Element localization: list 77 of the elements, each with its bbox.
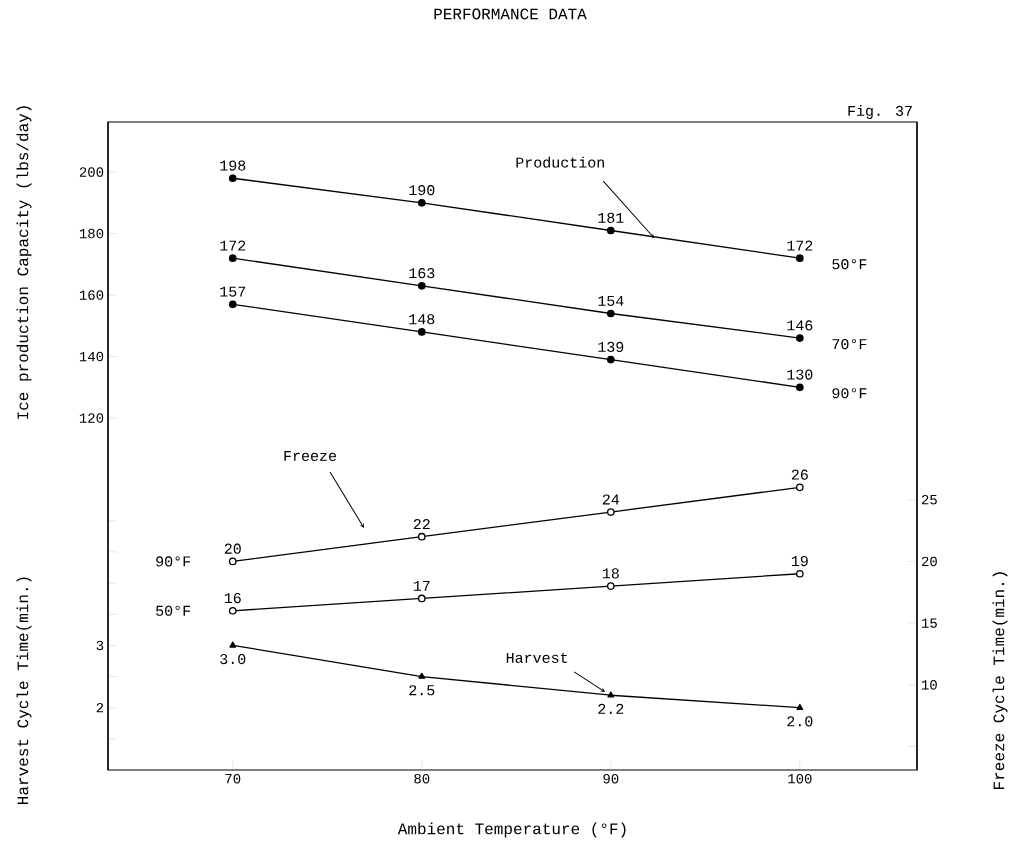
y2-tick-label: 25 <box>921 494 937 505</box>
y-tick-label: 140 <box>79 351 104 362</box>
y-tick-label: 180 <box>79 228 104 239</box>
data-label: 22 <box>413 519 430 530</box>
point <box>228 174 237 183</box>
point <box>795 254 804 263</box>
data-label: 172 <box>787 240 813 251</box>
y3-tick-label: 2 <box>96 703 104 713</box>
data-label: 26 <box>791 469 808 480</box>
point <box>606 309 615 318</box>
point <box>606 355 615 364</box>
point <box>796 703 804 710</box>
y-tick-label: 160 <box>79 290 104 300</box>
chart-title: PERFORMANCE DATA <box>434 8 587 20</box>
data-label: 2.0 <box>787 716 813 727</box>
data-label: 19 <box>791 555 808 567</box>
series-label: 90°F <box>832 388 867 399</box>
point <box>606 582 615 590</box>
y-tick-label: 200 <box>79 167 104 177</box>
annotation: Freeze <box>284 450 337 461</box>
point <box>417 594 426 603</box>
data-label: 3.0 <box>220 653 246 665</box>
point <box>417 281 426 290</box>
data-label: 154 <box>598 295 624 306</box>
point <box>417 198 426 207</box>
point <box>606 226 615 235</box>
y3-tick-label: 3 <box>96 640 104 651</box>
point <box>228 606 237 615</box>
point <box>228 300 237 309</box>
point <box>795 334 804 342</box>
y2-tick-label: 20 <box>921 556 937 567</box>
data-label: 181 <box>598 212 624 223</box>
data-label: 148 <box>409 314 435 325</box>
data-label: 139 <box>598 341 624 353</box>
series-label: 70°F <box>832 339 867 350</box>
text: 50°F <box>156 605 191 616</box>
y-axis-title: Ice production Capacity (lbs/day) <box>16 106 32 419</box>
data-label: 17 <box>413 580 430 591</box>
data-label: 163 <box>409 268 435 279</box>
y2-axis-title: Freeze Cycle Time(min.) <box>992 572 1008 789</box>
point <box>795 483 804 492</box>
x-tick-label: 80 <box>414 773 430 784</box>
y2-tick-label: 10 <box>921 680 937 690</box>
data-label: 130 <box>787 369 813 380</box>
point <box>607 691 615 698</box>
point <box>228 254 237 263</box>
text: 90°F <box>156 556 191 567</box>
y-tick-label: 120 <box>79 413 104 423</box>
point <box>228 557 237 566</box>
x-tick-label: 70 <box>225 773 241 784</box>
x-axis-title: Ambient Temperature (°F) <box>397 822 626 838</box>
data-label: 20 <box>224 543 241 554</box>
data-label: 16 <box>224 592 241 604</box>
y3-axis-title: Harvest Cycle Time(min.) <box>16 577 32 804</box>
data-label: 157 <box>220 286 246 297</box>
data-label: 172 <box>220 240 246 251</box>
data-label: 2.2 <box>598 703 624 714</box>
data-label: 24 <box>602 494 620 505</box>
x-tick-label: 90 <box>603 773 619 784</box>
point <box>417 532 426 541</box>
data-label: 2.5 <box>409 685 435 696</box>
data-label: 146 <box>787 320 813 331</box>
y2-tick-label: 15 <box>921 618 937 628</box>
point <box>795 569 804 578</box>
annotation: Production <box>516 156 604 168</box>
caption: Fig. 37 <box>848 105 912 119</box>
point <box>795 383 804 392</box>
data-label: 198 <box>220 160 246 171</box>
series-label: 50°F <box>832 259 867 270</box>
point <box>606 508 615 516</box>
x-tick-label: 100 <box>788 773 812 784</box>
annotation: Harvest <box>506 652 568 663</box>
point <box>229 641 237 648</box>
point <box>417 328 426 336</box>
data-label: 18 <box>602 568 619 579</box>
point <box>418 672 426 679</box>
data-label: 190 <box>409 185 435 196</box>
